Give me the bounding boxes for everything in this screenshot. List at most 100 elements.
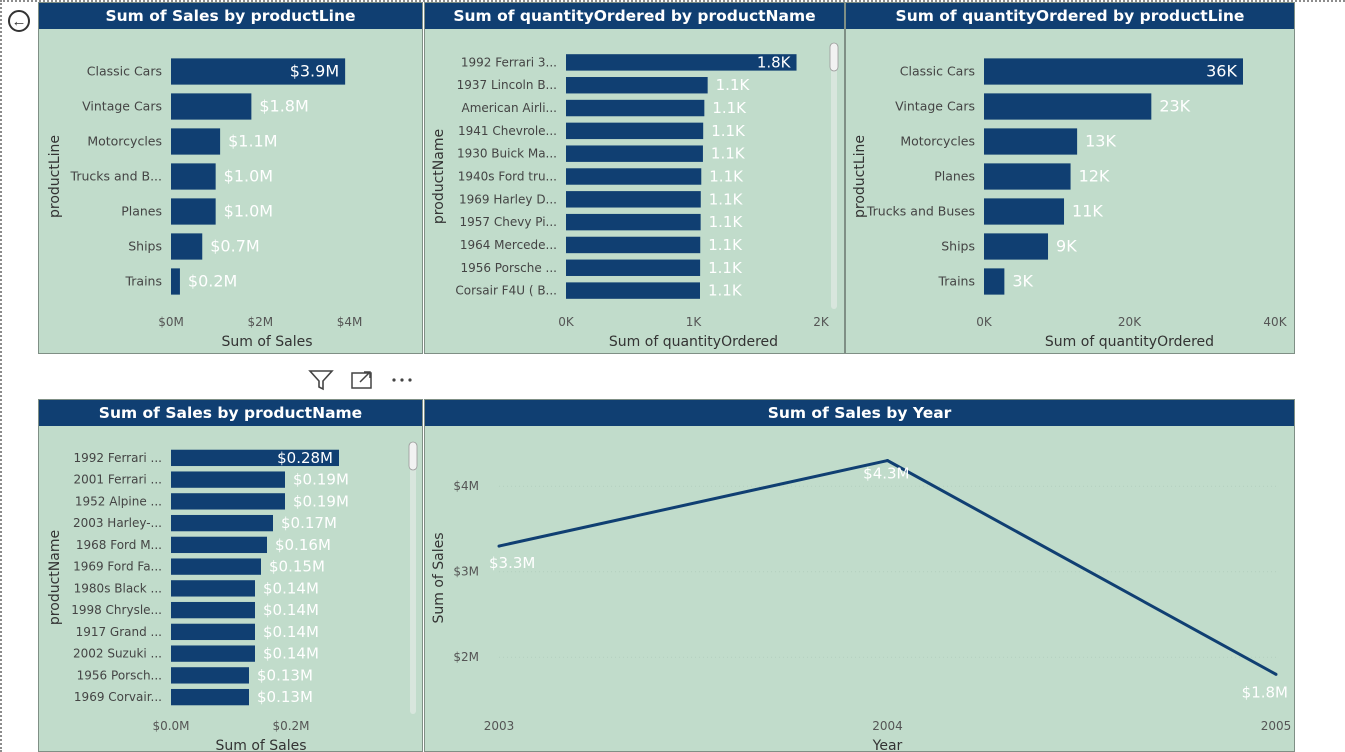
data-label: $1.1M <box>228 132 277 151</box>
category-label: 1964 Mercede... <box>460 238 557 252</box>
chart-qty-by-productname[interactable]: Sum of quantityOrdered by productName 19… <box>424 2 845 354</box>
bar <box>171 514 273 532</box>
x-tick-label: $2M <box>247 315 273 329</box>
category-label: 1998 Chrysle... <box>71 603 162 617</box>
x-axis-title: Sum of quantityOrdered <box>609 334 778 350</box>
category-label: 1969 Ford Fa... <box>73 560 162 574</box>
category-label: 1940s Ford tru... <box>458 170 557 184</box>
bar-chart-svg: 1992 Ferrari 3... 1.8K 1937 Lincoln B... 1.… <box>431 42 839 350</box>
bar <box>566 77 708 94</box>
chart-sales-by-productname[interactable]: Sum of Sales by productName 1992 Ferrari… <box>38 399 423 752</box>
category-label: Motorcycles <box>900 134 975 149</box>
chart-title: Sum of Sales by productName <box>39 400 422 426</box>
bar <box>171 268 180 295</box>
bar <box>984 93 1152 120</box>
x-tick-label: $4M <box>337 315 363 329</box>
bar <box>566 191 701 208</box>
category-label: 2001 Ferrari ... <box>73 473 162 487</box>
category-label: Trains <box>937 274 975 289</box>
data-label: 11K <box>1072 202 1103 221</box>
report-canvas-border-left <box>0 0 2 752</box>
scrollbar-track <box>410 442 416 714</box>
x-tick-label: 2004 <box>872 719 903 733</box>
category-label: 2003 Harley-... <box>73 516 162 530</box>
scrollbar-thumb <box>829 42 839 72</box>
data-label: $0.13M <box>257 666 313 684</box>
line-point <box>886 459 889 463</box>
data-label: 9K <box>1056 237 1077 256</box>
bar <box>566 122 704 140</box>
y-axis-title: productLine <box>852 135 868 218</box>
filter-icon[interactable] <box>308 369 334 395</box>
x-tick-label: $0.0M <box>152 719 189 733</box>
bar <box>171 93 252 120</box>
line-point <box>497 544 501 548</box>
bar <box>171 688 249 706</box>
x-tick-label: 2003 <box>484 719 515 733</box>
line-series <box>498 458 1277 676</box>
x-tick-label: 20K <box>1118 315 1142 329</box>
bar <box>171 163 216 190</box>
more-options-icon[interactable] <box>390 369 414 395</box>
bar <box>984 128 1078 155</box>
category-label: 1980s Black ... <box>74 581 162 595</box>
data-label: $1.0M <box>224 202 273 221</box>
data-label: $0.15M <box>269 558 325 576</box>
category-label: Trucks and Buses <box>866 204 975 219</box>
bar <box>171 558 261 575</box>
line-point <box>1274 672 1278 676</box>
data-label: 1.1K <box>708 282 743 300</box>
bar <box>566 213 701 231</box>
data-label: 12K <box>1079 167 1110 186</box>
data-label: $4.3M <box>863 465 909 483</box>
y-tick-label: $2M <box>453 650 479 664</box>
data-label: 1.1K <box>712 99 747 117</box>
line-chart-svg: $2M $3M $4M $3.3M $4.3M $1.8M 2003 2004 2005 Year… <box>431 458 1292 751</box>
focus-mode-icon[interactable] <box>350 369 374 395</box>
y-axis-title: productName <box>47 530 63 625</box>
data-label: $0.14M <box>263 623 319 641</box>
x-tick-label: 0K <box>976 315 993 329</box>
category-label: 1992 Ferrari 3... <box>461 55 557 69</box>
x-tick-label: 0K <box>558 315 575 329</box>
category-label: 1992 Ferrari ... <box>73 451 162 465</box>
chart-qty-by-productline[interactable]: Sum of quantityOrdered by productLine Cl… <box>845 2 1295 354</box>
category-label: 1917 Grand ... <box>76 625 162 639</box>
data-label: $0.7M <box>210 237 259 256</box>
category-label: 1952 Alpine ... <box>75 494 162 508</box>
bar <box>984 233 1049 260</box>
chart-title: Sum of Sales by Year <box>425 400 1294 426</box>
x-tick-label: 1K <box>686 315 703 329</box>
category-label: Ships <box>128 239 162 254</box>
data-label: $0.16M <box>275 536 331 554</box>
y-axis-title: productName <box>431 129 447 224</box>
category-label: 1969 Harley D... <box>459 192 557 206</box>
bar <box>566 236 701 254</box>
back-arrow-icon[interactable]: ← <box>8 10 30 32</box>
bar <box>171 645 255 662</box>
data-label: 1.1K <box>708 236 743 254</box>
x-tick-label: 2005 <box>1261 719 1292 733</box>
data-label: 13K <box>1085 132 1116 151</box>
data-label: $0.13M <box>257 688 313 706</box>
category-label: 1969 Corvair... <box>74 690 162 704</box>
bar <box>171 233 203 260</box>
category-label: Corsair F4U ( B... <box>455 284 557 298</box>
category-label: Planes <box>121 204 162 219</box>
bar <box>171 536 267 554</box>
bar <box>566 54 797 71</box>
data-label: 36K <box>1206 62 1237 81</box>
category-label: Vintage Cars <box>895 99 975 114</box>
y-axis-title: Sum of Sales <box>431 532 447 623</box>
bar-chart-svg: Classic Cars 36K Vintage Cars 23K Motorcycle… <box>852 58 1288 350</box>
data-label: 1.1K <box>709 168 744 186</box>
report-canvas-border-top <box>0 0 1345 2</box>
category-label: 1941 Chevrole... <box>458 124 557 138</box>
x-axis-title: Sum of Sales <box>215 738 306 752</box>
chart-title: Sum of quantityOrdered by productLine <box>846 3 1294 29</box>
chart-sales-by-year[interactable]: Sum of Sales by Year $2M $3M $4M $3.3M $4.3M… <box>424 399 1295 752</box>
chart-sales-by-productline[interactable]: Sum of Sales by productLine Classic Cars… <box>38 2 423 354</box>
bar <box>566 282 701 299</box>
data-label: $0.2M <box>188 272 237 291</box>
data-label: $0.17M <box>281 514 337 532</box>
